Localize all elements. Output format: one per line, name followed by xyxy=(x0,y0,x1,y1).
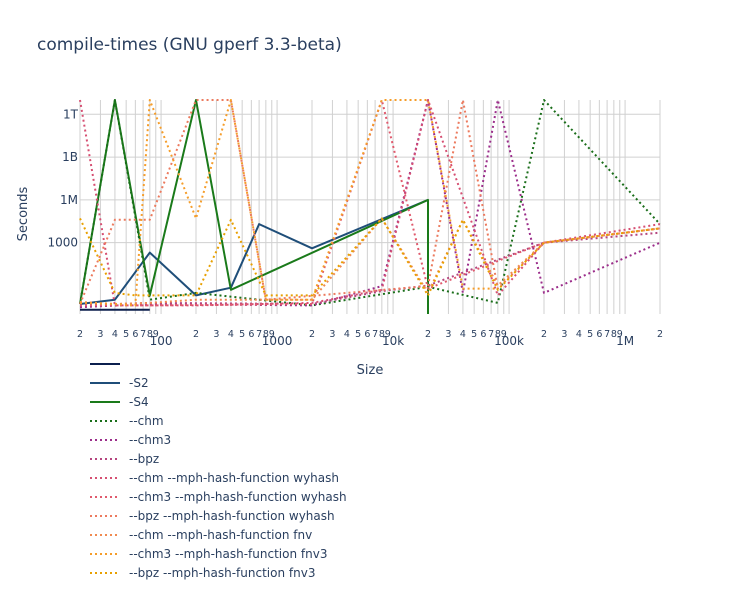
x-tick-label: 100k xyxy=(494,334,524,348)
x-tick-label: 9 xyxy=(153,329,159,340)
x-tick-label: 7 xyxy=(372,329,378,340)
x-tick-label: 5 xyxy=(239,329,245,340)
legend-label: --chm xyxy=(129,414,164,428)
legend-item[interactable]: --bpz --mph-hash-function fnv3 xyxy=(90,566,315,580)
x-tick-label: 10k xyxy=(382,334,404,348)
x-tick-label: 4 xyxy=(460,329,466,340)
x-tick-label: 7 xyxy=(488,329,494,340)
y-tick-label: 1T xyxy=(63,107,79,121)
series-lines xyxy=(79,99,661,314)
x-tick-label: 6 xyxy=(248,329,254,340)
x-tick-label: 8 xyxy=(147,329,153,340)
legend-item[interactable]: -S2 xyxy=(90,376,149,390)
x-tick-label: 6 xyxy=(480,329,486,340)
x-tick-label: 5 xyxy=(355,329,361,340)
x-tick-label: 1M xyxy=(616,334,634,348)
legend-item[interactable]: --chm3 --mph-hash-function wyhash xyxy=(90,490,347,504)
x-tick-label: 8 xyxy=(379,329,385,340)
y-tick-label: 1M xyxy=(60,193,78,207)
legend-label: --bpz --mph-hash-function wyhash xyxy=(129,509,335,523)
legend-label: --chm --mph-hash-function wyhash xyxy=(129,471,339,485)
legend-item[interactable]: -S4 xyxy=(90,395,149,409)
legend-item[interactable]: --chm --mph-hash-function wyhash xyxy=(90,471,339,485)
x-tick-label: 2 xyxy=(657,329,663,340)
y-tick-labels: 1000 1M 1B 1T xyxy=(47,107,78,249)
legend-label: --chm3 --mph-hash-function wyhash xyxy=(129,490,347,504)
x-tick-label: 5 xyxy=(587,329,593,340)
x-tick-label: 2 xyxy=(541,329,547,340)
x-tick-label: 8 xyxy=(495,329,501,340)
y-axis-label: Seconds xyxy=(16,186,31,241)
series-line-8 xyxy=(79,99,661,305)
x-tick-label: 100 xyxy=(150,334,173,348)
x-tick-label: 5 xyxy=(471,329,477,340)
x-tick-label: 8 xyxy=(611,329,617,340)
legend-item[interactable]: --chm3 xyxy=(90,433,171,447)
legend-label: --bpz --mph-hash-function fnv3 xyxy=(129,566,315,580)
legend-item[interactable]: --chm3 --mph-hash-function fnv3 xyxy=(90,547,327,561)
x-tick-label: 7 xyxy=(256,329,262,340)
series-line-11 xyxy=(79,217,661,297)
legend-label: -S2 xyxy=(129,376,149,390)
x-tick-label: 7 xyxy=(604,329,610,340)
x-tick-label: 3 xyxy=(97,329,103,340)
x-tick-label: 9 xyxy=(385,329,391,340)
x-tick-label: 9 xyxy=(617,329,623,340)
y-tick-label: 1B xyxy=(62,150,78,164)
x-tick-label: 4 xyxy=(228,329,234,340)
x-tick-label: 4 xyxy=(112,329,118,340)
legend-label: --chm3 --mph-hash-function fnv3 xyxy=(129,547,327,561)
series-line-6 xyxy=(79,99,661,307)
x-tick-label: 9 xyxy=(269,329,275,340)
legend-item[interactable]: --chm --mph-hash-function fnv xyxy=(90,528,312,542)
legend-label: --chm3 xyxy=(129,433,171,447)
x-tick-label: 4 xyxy=(344,329,350,340)
x-tick-label: 6 xyxy=(364,329,370,340)
legend-item[interactable]: --bpz xyxy=(90,452,159,466)
x-tick-label: 4 xyxy=(576,329,582,340)
x-tick-label: 3 xyxy=(213,329,219,340)
legend-label: --bpz xyxy=(129,452,159,466)
legend-label: -S4 xyxy=(129,395,149,409)
legend-label: --chm --mph-hash-function fnv xyxy=(129,528,312,542)
x-axis-label: Size xyxy=(357,363,384,378)
y-tick-label: 1000 xyxy=(47,236,78,250)
x-tick-label: 5 xyxy=(123,329,129,340)
x-tick-label: 7 xyxy=(140,329,146,340)
x-tick-label: 9 xyxy=(501,329,507,340)
series-line-1 xyxy=(79,198,429,305)
x-tick-label: 2 xyxy=(193,329,199,340)
legend-item[interactable]: --bpz --mph-hash-function wyhash xyxy=(90,509,335,523)
x-tick-label: 6 xyxy=(596,329,602,340)
legend-item[interactable]: --chm xyxy=(90,414,164,428)
series-line-3 xyxy=(79,99,661,307)
x-tick-label: 1000 xyxy=(262,334,293,348)
x-tick-label: 2 xyxy=(309,329,315,340)
x-tick-label: 2 xyxy=(425,329,431,340)
x-tick-label: 8 xyxy=(263,329,269,340)
x-tick-label: 3 xyxy=(561,329,567,340)
series-line-10 xyxy=(79,99,498,307)
x-tick-label: 6 xyxy=(132,329,138,340)
legend[interactable]: -S2 -S4 --chm --chm3 --bpz --chm --mph-hash-f… xyxy=(90,363,347,580)
x-tick-label: 3 xyxy=(329,329,335,340)
x-tick-label: 3 xyxy=(445,329,451,340)
x-tick-label: 2 xyxy=(77,329,83,340)
chart-title: compile-times (GNU gperf 3.3-beta) xyxy=(37,35,342,55)
